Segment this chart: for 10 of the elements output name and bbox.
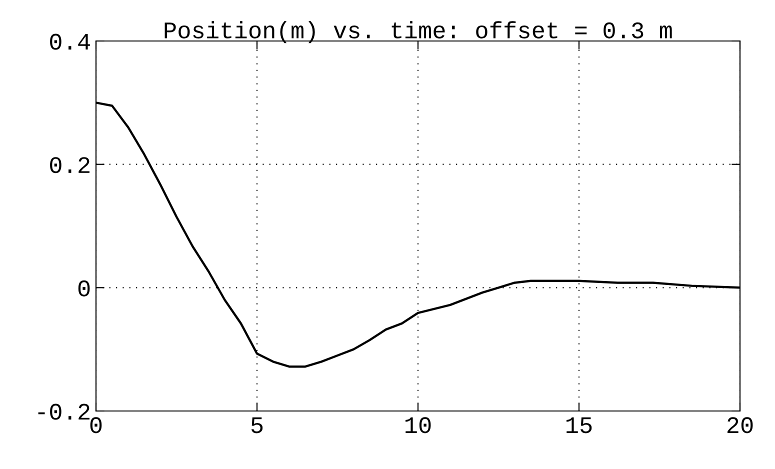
x-tick-label: 0	[90, 417, 102, 434]
y-tick-label: -0.2	[38, 404, 90, 420]
x-tick-label: 20	[727, 417, 753, 434]
chart-title: Position(m) vs. time: offset = 0.3 m	[164, 21, 672, 44]
x-tick-label: 10	[406, 417, 431, 434]
y-tick-label: 0	[78, 280, 90, 296]
x-tick-label: 15	[566, 417, 592, 434]
y-tick-label: 0.2	[50, 157, 90, 174]
y-tick-label: 0.4	[50, 34, 90, 50]
x-tick-label: 5	[251, 417, 263, 434]
